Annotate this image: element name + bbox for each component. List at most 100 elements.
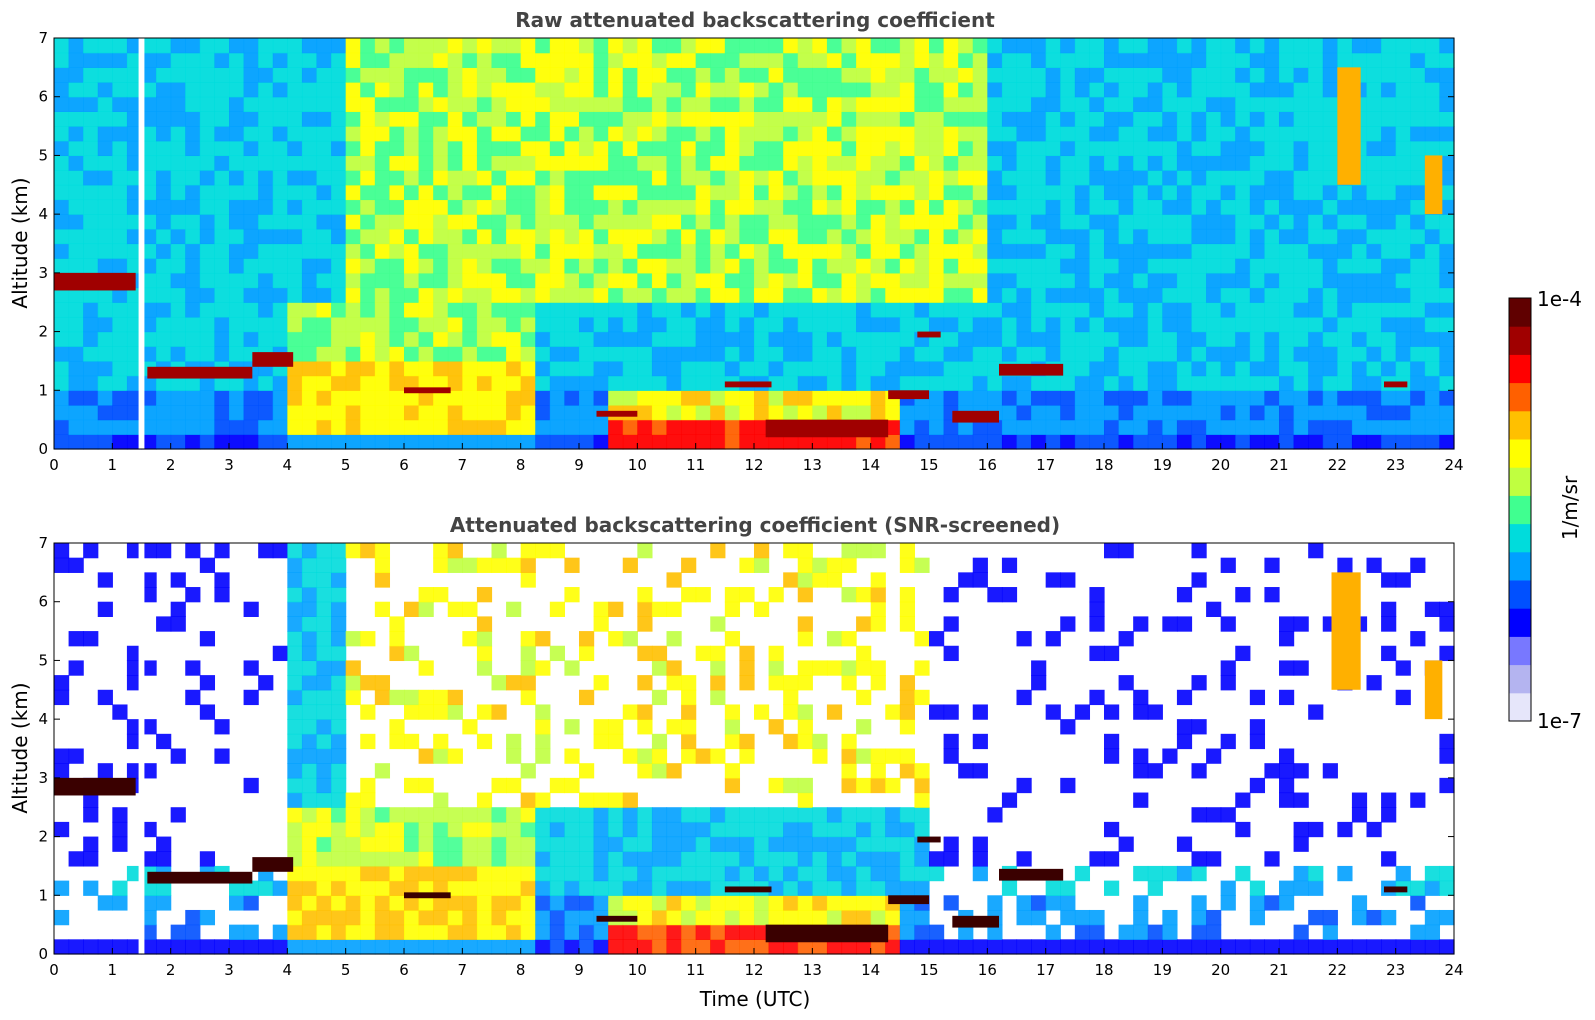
heatmap-cell [287, 748, 303, 764]
heatmap-cell [1162, 316, 1178, 333]
heatmap-cell [141, 82, 157, 98]
heatmap-cell [1031, 38, 1047, 54]
heatmap-cell [929, 631, 945, 647]
heatmap-cell [899, 331, 916, 347]
heatmap-cell [1001, 302, 1018, 318]
heatmap-cell [1104, 346, 1120, 362]
heatmap-cell [739, 287, 755, 303]
heatmap-cell [579, 287, 595, 303]
heatmap-cell [506, 390, 522, 406]
heatmap-cell [564, 865, 580, 882]
heatmap-cell [754, 704, 770, 720]
heatmap-cell [331, 126, 347, 142]
heatmap-cell [987, 228, 1003, 245]
heatmap-cell [579, 38, 595, 54]
heatmap-cell [1439, 748, 1455, 764]
heatmap-cell [710, 895, 726, 911]
cloud-layer [1337, 67, 1361, 185]
heatmap-cell [1089, 645, 1105, 662]
heatmap-cell [112, 214, 128, 230]
heatmap-cell [418, 199, 434, 215]
heatmap-cell [870, 675, 886, 691]
heatmap-cell [899, 616, 916, 632]
heatmap-cell [491, 404, 507, 421]
heatmap-cell [1337, 939, 1353, 955]
heatmap-cell [885, 52, 901, 68]
heatmap-cell [1293, 243, 1309, 259]
heatmap-cell [433, 689, 449, 706]
heatmap-cell [491, 704, 507, 720]
heatmap-cell [549, 272, 566, 289]
heatmap-cell [1381, 601, 1397, 617]
heatmap-cell [506, 287, 522, 303]
heatmap-cell [1381, 228, 1397, 245]
heatmap-cell [929, 155, 945, 171]
heatmap-cell [418, 258, 434, 274]
heatmap-cell [156, 939, 172, 955]
heatmap-cell [462, 924, 478, 940]
heatmap-cell [389, 645, 405, 662]
heatmap-cell [1220, 67, 1236, 83]
heatmap-cell [316, 880, 332, 896]
heatmap-cell [958, 434, 974, 450]
heatmap-cell [1424, 924, 1441, 940]
heatmap-cell [914, 909, 930, 926]
heatmap-cell [331, 880, 347, 896]
heatmap-cell [54, 557, 70, 573]
heatmap-cell [520, 792, 536, 808]
heatmap-cell [520, 807, 536, 823]
heatmap-cell [1074, 419, 1091, 435]
heatmap-cell [462, 228, 478, 245]
heatmap-cell [1293, 821, 1309, 838]
heatmap-cell [768, 909, 784, 926]
heatmap-cell [272, 52, 288, 68]
heatmap-cell [1147, 346, 1163, 362]
heatmap-cell [404, 67, 420, 83]
heatmap-cell [841, 404, 857, 421]
heatmap-cell [899, 704, 916, 720]
heatmap-cell [1279, 689, 1295, 706]
heatmap-cell [1118, 96, 1134, 112]
heatmap-cell [1162, 258, 1178, 274]
heatmap-cell [83, 792, 99, 808]
heatmap-cell [1104, 287, 1120, 303]
x-tick-label: 18 [1094, 456, 1113, 474]
heatmap-cell [841, 96, 857, 112]
heatmap-cell [856, 272, 872, 289]
heatmap-cell [1133, 419, 1149, 435]
heatmap-cell [1001, 272, 1018, 289]
heatmap-cell [476, 434, 493, 450]
heatmap-cell [1293, 52, 1309, 68]
heatmap-cell [549, 155, 566, 171]
heatmap-cell [141, 272, 157, 289]
heatmap-cell [301, 704, 318, 720]
heatmap-cell [622, 880, 638, 896]
heatmap-cell [374, 140, 391, 157]
heatmap-cell [491, 909, 507, 926]
heatmap-cell [462, 939, 478, 955]
heatmap-cell [710, 272, 726, 289]
heatmap-cell [710, 375, 726, 391]
heatmap-cell [272, 243, 288, 259]
heatmap-cell [476, 272, 493, 289]
heatmap-cell [447, 346, 463, 362]
heatmap-cell [637, 67, 653, 83]
heatmap-cell [345, 52, 361, 68]
heatmap-cell [345, 126, 361, 142]
heatmap-cell [812, 316, 828, 333]
heatmap-cell [1162, 375, 1178, 391]
heatmap-cell [1031, 287, 1047, 303]
heatmap-cell [243, 434, 259, 450]
heatmap-cell [331, 360, 347, 377]
colorbar-swatch [1509, 298, 1531, 327]
heatmap-cell [943, 302, 959, 318]
heatmap-cell [360, 777, 376, 794]
heatmap-cell [331, 821, 347, 838]
y-tick-label: 7 [38, 29, 48, 47]
heatmap-cell [914, 763, 930, 779]
heatmap-cell [1089, 140, 1105, 157]
heatmap-cell [360, 214, 376, 230]
heatmap-cell [447, 689, 463, 706]
heatmap-cell [243, 404, 259, 421]
heatmap-cell [491, 675, 507, 691]
